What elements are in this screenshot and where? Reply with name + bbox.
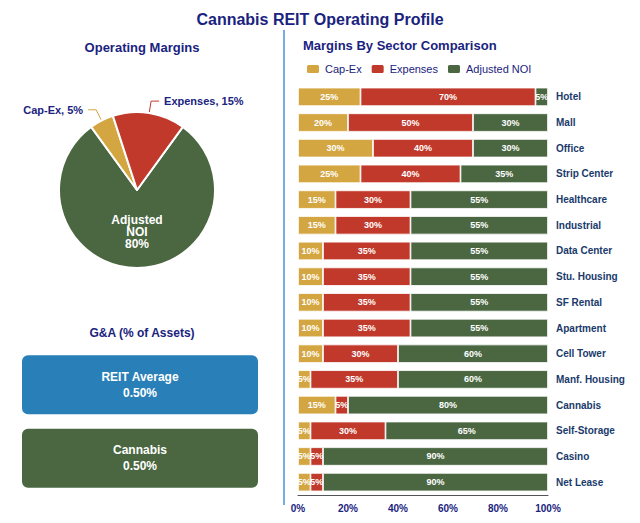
- svg-text:Expenses, 15%: Expenses, 15%: [164, 95, 244, 107]
- svg-text:70%: 70%: [439, 92, 457, 102]
- svg-text:60%: 60%: [464, 349, 482, 359]
- svg-text:90%: 90%: [426, 477, 444, 487]
- svg-text:55%: 55%: [470, 272, 488, 282]
- svg-text:55%: 55%: [470, 323, 488, 333]
- svg-text:40%: 40%: [388, 503, 408, 514]
- svg-text:Data Center: Data Center: [556, 245, 612, 256]
- svg-text:Expenses: Expenses: [390, 63, 439, 75]
- svg-text:Operating Margins: Operating Margins: [85, 40, 200, 55]
- svg-text:Cell Tower: Cell Tower: [556, 348, 606, 359]
- svg-text:10%: 10%: [301, 297, 319, 307]
- svg-text:Healthcare: Healthcare: [556, 194, 608, 205]
- svg-text:Cannabis: Cannabis: [113, 443, 167, 457]
- svg-text:Casino: Casino: [556, 451, 589, 462]
- svg-text:30%: 30%: [501, 143, 519, 153]
- svg-text:100%: 100%: [535, 503, 561, 514]
- svg-text:Strip Center: Strip Center: [556, 168, 613, 179]
- svg-text:40%: 40%: [401, 169, 419, 179]
- svg-text:30%: 30%: [364, 195, 382, 205]
- svg-text:55%: 55%: [470, 297, 488, 307]
- svg-text:55%: 55%: [470, 195, 488, 205]
- svg-text:Margins By Sector Comparison: Margins By Sector Comparison: [303, 38, 497, 53]
- svg-text:15%: 15%: [308, 400, 326, 410]
- svg-text:35%: 35%: [358, 323, 376, 333]
- svg-text:5%: 5%: [298, 477, 311, 487]
- svg-text:Adjusted NOI: Adjusted NOI: [466, 63, 531, 75]
- svg-text:Industrial: Industrial: [556, 220, 601, 231]
- svg-text:5%: 5%: [310, 451, 323, 461]
- svg-text:10%: 10%: [301, 246, 319, 256]
- svg-text:10%: 10%: [301, 323, 319, 333]
- svg-text:65%: 65%: [458, 426, 476, 436]
- svg-text:90%: 90%: [426, 451, 444, 461]
- svg-text:30%: 30%: [351, 349, 369, 359]
- svg-text:35%: 35%: [358, 272, 376, 282]
- svg-text:Cannabis REIT Operating Profil: Cannabis REIT Operating Profile: [196, 11, 443, 28]
- svg-text:Net Lease: Net Lease: [556, 477, 604, 488]
- svg-text:60%: 60%: [464, 374, 482, 384]
- svg-text:0.50%: 0.50%: [123, 386, 157, 400]
- svg-text:5%: 5%: [298, 451, 311, 461]
- svg-text:30%: 30%: [326, 143, 344, 153]
- svg-text:80%: 80%: [488, 503, 508, 514]
- svg-text:20%: 20%: [338, 503, 358, 514]
- svg-text:Apartment: Apartment: [556, 323, 607, 334]
- svg-text:10%: 10%: [301, 272, 319, 282]
- svg-text:5%: 5%: [298, 374, 311, 384]
- svg-text:5%: 5%: [335, 400, 348, 410]
- svg-text:30%: 30%: [339, 426, 357, 436]
- svg-text:35%: 35%: [358, 297, 376, 307]
- svg-text:50%: 50%: [401, 118, 419, 128]
- svg-text:35%: 35%: [358, 246, 376, 256]
- svg-text:55%: 55%: [470, 246, 488, 256]
- svg-text:Cap-Ex: Cap-Ex: [325, 63, 362, 75]
- svg-text:30%: 30%: [501, 118, 519, 128]
- svg-text:Cannabis: Cannabis: [556, 400, 601, 411]
- svg-text:G&A (% of Assets): G&A (% of Assets): [89, 326, 194, 340]
- svg-text:Cap-Ex, 5%: Cap-Ex, 5%: [23, 104, 83, 116]
- svg-text:Self-Storage: Self-Storage: [556, 425, 615, 436]
- svg-text:Adjusted: Adjusted: [111, 213, 163, 227]
- svg-text:5%: 5%: [310, 477, 323, 487]
- svg-text:80%: 80%: [125, 237, 149, 251]
- svg-text:0.50%: 0.50%: [123, 459, 157, 473]
- svg-text:0%: 0%: [291, 503, 306, 514]
- svg-text:35%: 35%: [495, 169, 513, 179]
- svg-text:25%: 25%: [320, 169, 338, 179]
- svg-text:SF Rental: SF Rental: [556, 297, 602, 308]
- svg-text:5%: 5%: [535, 92, 548, 102]
- svg-text:15%: 15%: [308, 220, 326, 230]
- svg-text:20%: 20%: [314, 118, 332, 128]
- svg-text:Manf. Housing: Manf. Housing: [556, 374, 625, 385]
- svg-text:Hotel: Hotel: [556, 91, 581, 102]
- svg-text:80%: 80%: [439, 400, 457, 410]
- svg-text:35%: 35%: [345, 374, 363, 384]
- svg-text:5%: 5%: [298, 426, 311, 436]
- svg-text:15%: 15%: [308, 195, 326, 205]
- svg-text:Mall: Mall: [556, 117, 576, 128]
- svg-text:40%: 40%: [414, 143, 432, 153]
- svg-text:25%: 25%: [320, 92, 338, 102]
- svg-text:NOI: NOI: [126, 225, 148, 239]
- svg-text:REIT Average: REIT Average: [101, 370, 178, 384]
- svg-text:30%: 30%: [364, 220, 382, 230]
- svg-text:Stu. Housing: Stu. Housing: [556, 271, 618, 282]
- svg-text:60%: 60%: [438, 503, 458, 514]
- svg-text:55%: 55%: [470, 220, 488, 230]
- svg-text:10%: 10%: [301, 349, 319, 359]
- svg-text:Office: Office: [556, 143, 585, 154]
